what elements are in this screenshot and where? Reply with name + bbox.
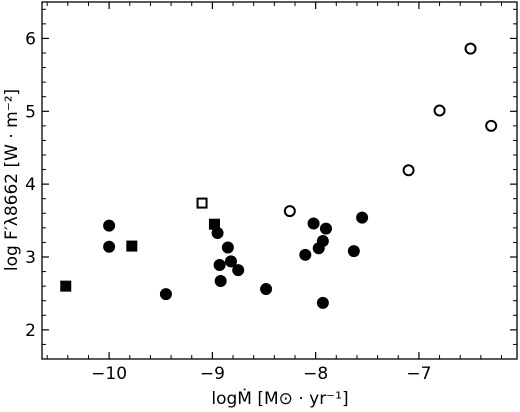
y-tick-label: 6	[25, 29, 36, 49]
data-point-filled-circle	[103, 219, 116, 232]
data-point-filled-circle	[224, 255, 237, 268]
data-point-filled-circle	[319, 222, 332, 235]
x-tick-label: −10	[91, 364, 127, 384]
data-point-open-circle	[464, 42, 477, 55]
data-points	[60, 42, 498, 309]
y-tick-label: 5	[25, 102, 36, 122]
data-point-filled-circle	[347, 245, 360, 258]
data-point-open-circle	[485, 119, 498, 132]
data-point-filled-circle	[260, 283, 273, 296]
data-point-open-circle	[283, 205, 296, 218]
x-axis-title: logṀ [M⊙ · yr⁻¹]	[211, 388, 348, 409]
data-point-filled-circle	[232, 264, 245, 277]
x-tick-label: −9	[200, 364, 225, 384]
data-point-open-circle	[402, 164, 415, 177]
data-point-filled-circle	[159, 288, 172, 301]
data-point-filled-square	[208, 218, 220, 230]
axis-ticks	[42, 2, 517, 360]
plot-frame	[41, 1, 518, 360]
data-point-open-circle	[433, 104, 446, 117]
y-tick-label: 2	[25, 321, 36, 341]
data-point-open-square	[196, 197, 208, 209]
data-point-filled-circle	[214, 275, 227, 288]
data-point-filled-circle	[316, 296, 329, 309]
data-point-filled-circle	[299, 248, 312, 261]
data-point-filled-circle	[316, 234, 329, 247]
data-point-filled-circle	[213, 259, 226, 272]
y-tick-label: 3	[25, 248, 36, 268]
data-point-filled-circle	[356, 211, 369, 224]
data-point-filled-circle	[307, 217, 320, 230]
y-tick-label: 4	[25, 175, 36, 195]
data-point-filled-square	[126, 240, 138, 252]
axis-tick-labels: −10 −9 −8 −7 2 3 4 5 6	[25, 29, 431, 384]
x-tick-label: −7	[406, 364, 431, 384]
y-axis-title: log F′λ8662 [W · m⁻²]	[2, 89, 22, 271]
data-point-filled-circle	[211, 226, 224, 239]
x-tick-label: −8	[303, 364, 328, 384]
data-point-filled-circle	[221, 241, 234, 254]
data-point-filled-square	[60, 280, 72, 292]
data-point-filled-circle	[103, 240, 116, 253]
